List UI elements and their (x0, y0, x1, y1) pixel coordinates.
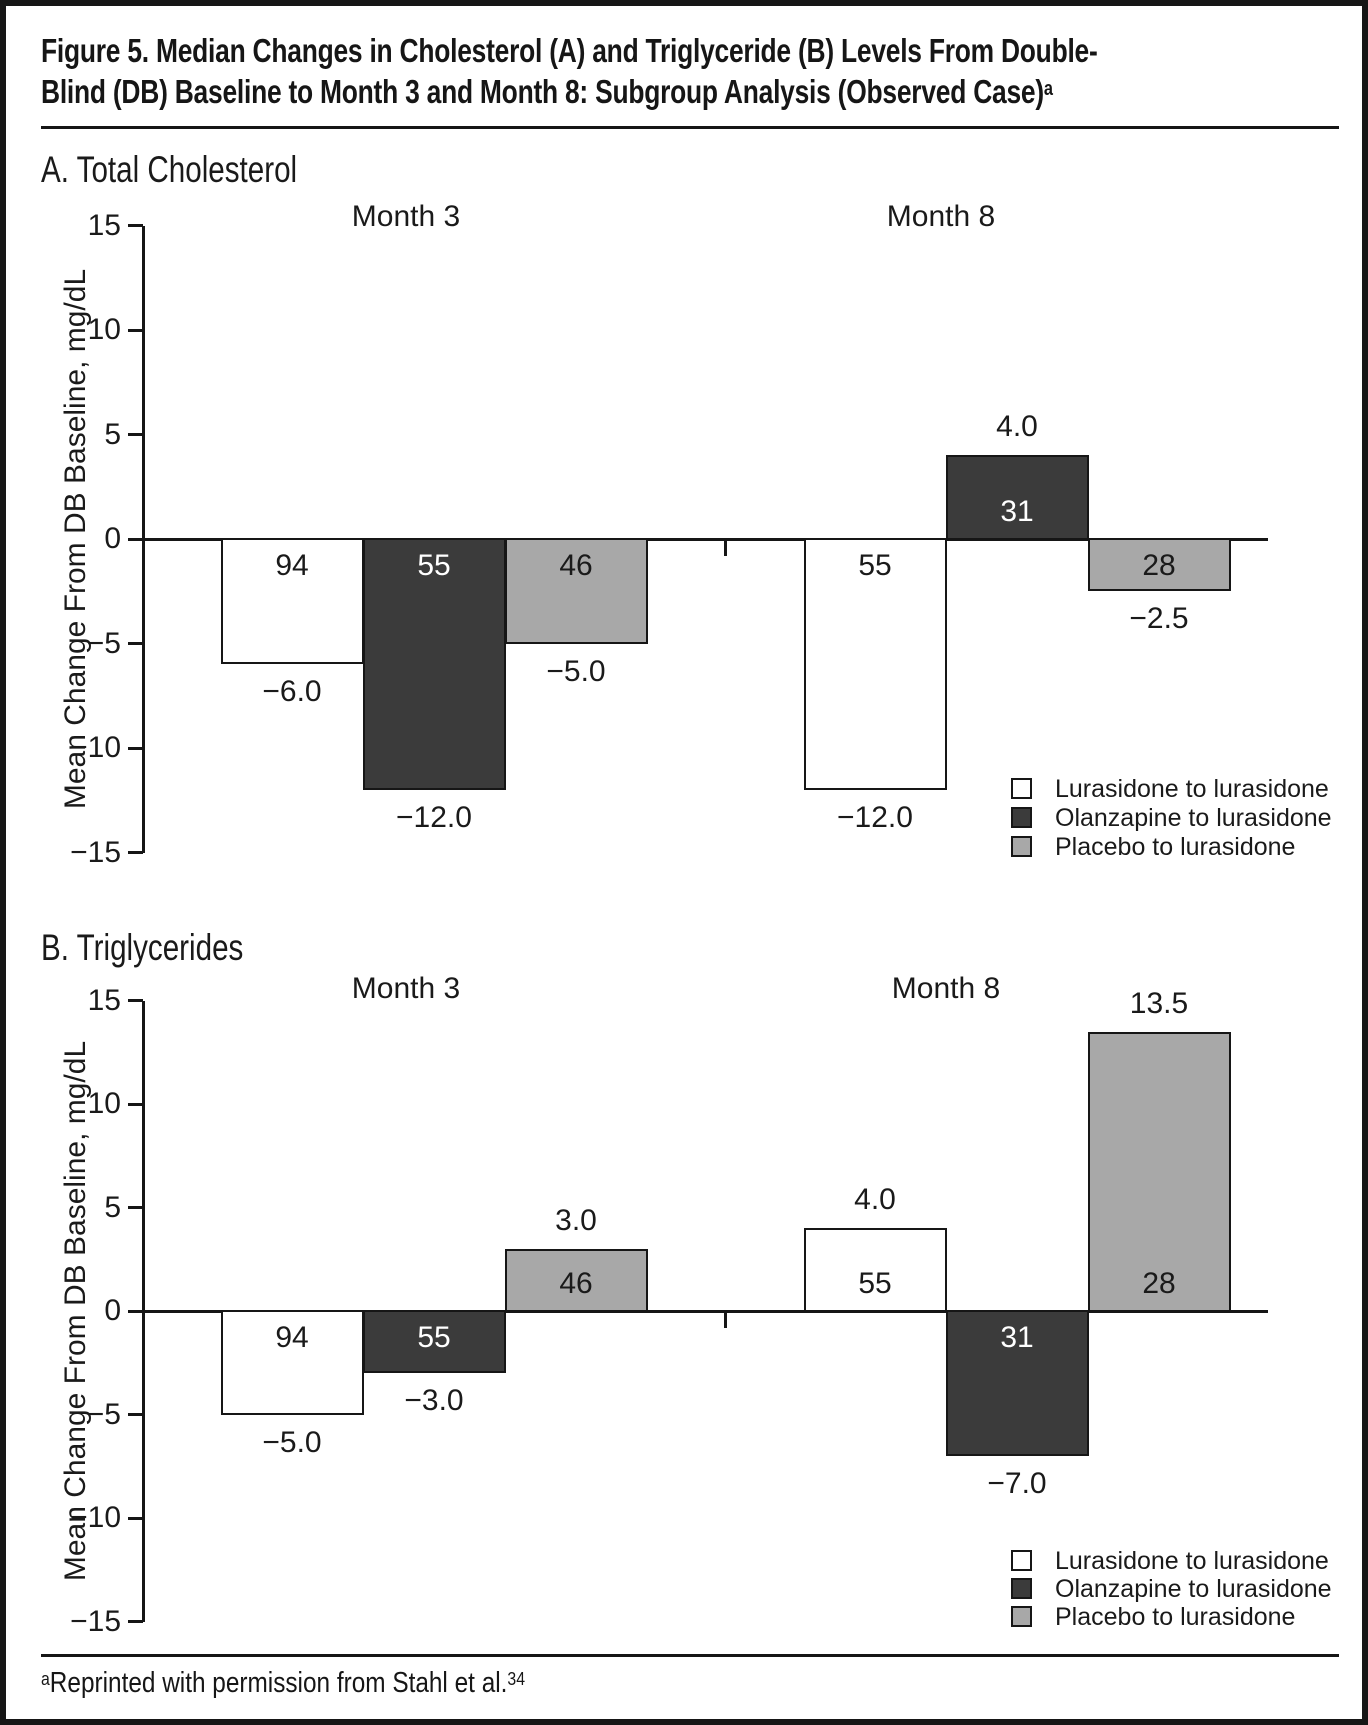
panel-b-heading: B. Triglycerides (41, 927, 244, 968)
y-axis-tick (128, 328, 143, 332)
bar-n-label: 46 (559, 1267, 593, 1300)
legend-swatch-lurasidone-to-lurasidone (1011, 778, 1032, 799)
y-axis-tick (128, 433, 143, 436)
y-axis-tick (128, 642, 143, 645)
y-axis-title: Mean Change From DB Baseline, mg/dL (59, 1040, 92, 1582)
y-axis-tick-label: 0 (104, 522, 121, 555)
figure-title-line1: Figure 5. Median Changes in Cholesterol … (41, 32, 1098, 69)
bar-n-label: 55 (858, 549, 892, 582)
legend-label-placebo-to-lurasidone: Placebo to lurasidone (1055, 833, 1296, 861)
y-axis-tick-label: 5 (104, 417, 121, 451)
bar-value-label: −3.0 (404, 1384, 464, 1418)
x-axis-group-tick (724, 1312, 727, 1328)
bar-n-label: 28 (1142, 1267, 1176, 1300)
bar-month-8-placebo-to-lurasidone (1088, 537, 1231, 592)
figure-title: Figure 5. Median Changes in Cholesterol … (41, 32, 1098, 111)
bar-value-label: −7.0 (987, 1466, 1047, 1500)
footnote-text: Reprinted with permission from Stahl et … (49, 1667, 508, 1699)
y-axis-tick (128, 1309, 143, 1313)
figure-title-superscript: a (1043, 77, 1053, 100)
bar-n-label: 94 (275, 549, 309, 582)
bar-n-label: 31 (1000, 495, 1034, 528)
y-axis-tick-label: −15 (70, 835, 121, 869)
legend-swatch-placebo-to-lurasidone (1011, 836, 1032, 857)
bar-value-label: −12.0 (837, 800, 913, 834)
bar-n-label: 28 (1142, 549, 1176, 582)
bar-month-3-placebo-to-lurasidone (505, 1248, 648, 1313)
bar-value-label: −5.0 (546, 654, 606, 688)
bar-n-label: 55 (858, 1267, 892, 1300)
group-label-month-3: Month 3 (351, 200, 461, 233)
bar-value-label: 4.0 (996, 410, 1038, 444)
legend-label-lurasidone-to-lurasidone: Lurasidone to lurasidone (1055, 1547, 1329, 1575)
group-label-month-3: Month 3 (351, 972, 461, 1005)
y-axis-tick-label: 10 (87, 1087, 121, 1120)
footnote: aReprinted with permission from Stahl et… (41, 1662, 525, 1700)
bar-month-3-olanzapine-to-lurasidone (363, 1309, 506, 1374)
y-axis-tick (128, 1413, 143, 1416)
bar-value-label: 3.0 (555, 1203, 597, 1237)
legend-swatch-placebo-to-lurasidone (1011, 1606, 1032, 1627)
bar-value-label: −6.0 (262, 675, 322, 709)
figure-title-line2: Blind (DB) Baseline to Month 3 and Month… (41, 73, 1044, 110)
bar-value-label: −5.0 (262, 1425, 322, 1459)
y-axis-tick-label: −5 (86, 1397, 121, 1431)
footnote-marker: a (41, 1668, 50, 1689)
x-axis-line (143, 537, 1268, 541)
legend-label-placebo-to-lurasidone: Placebo to lurasidone (1055, 1603, 1296, 1631)
y-axis-tick (128, 1102, 143, 1106)
y-axis-tick-label: 15 (87, 983, 121, 1017)
footnote-ref: 34 (507, 1668, 526, 1689)
y-axis-tick-label: 5 (104, 1190, 121, 1224)
bar-month-8-lurasidone-to-lurasidone (804, 537, 947, 790)
y-axis-tick (128, 1516, 143, 1520)
bar-n-label: 31 (1000, 1321, 1034, 1354)
title-divider (41, 126, 1339, 129)
bar-month-8-lurasidone-to-lurasidone (804, 1228, 947, 1313)
y-axis-tick-label: −15 (70, 1604, 121, 1638)
bar-value-label: 13.5 (1129, 986, 1189, 1020)
y-axis-tick-label: 10 (87, 313, 121, 346)
bar-value-label: 4.0 (854, 1183, 896, 1217)
bar-n-label: 46 (559, 549, 593, 582)
y-axis-tick (128, 746, 143, 750)
legend-swatch-olanzapine-to-lurasidone (1011, 1578, 1032, 1599)
bar-n-label: 94 (275, 1321, 309, 1354)
bar-value-label: −12.0 (396, 800, 472, 834)
legend-label-olanzapine-to-lurasidone: Olanzapine to lurasidone (1055, 1575, 1332, 1603)
legend-swatch-olanzapine-to-lurasidone (1011, 807, 1032, 828)
y-axis-tick (128, 999, 143, 1002)
total-cholesterol-chart: 15 10 5 0 −5 −10 −15 Mean Change From DB Baseli… (6, 6, 1362, 1719)
y-axis-tick-label: −10 (70, 731, 121, 764)
bar-month-8-placebo-to-lurasidone (1088, 1031, 1231, 1313)
y-axis-tick-label: 0 (104, 1294, 121, 1327)
group-label-month-8: Month 8 (886, 200, 996, 233)
x-axis-group-tick (724, 540, 727, 556)
bar-month-3-lurasidone-to-lurasidone (221, 1309, 364, 1415)
bar-month-3-olanzapine-to-lurasidone (363, 537, 506, 790)
bar-month-3-placebo-to-lurasidone (505, 537, 648, 644)
y-axis-tick (128, 224, 143, 227)
triglycerides-chart: 15 10 5 0 −5 −10 −15 Mean Change From DB Baseli… (6, 6, 1362, 1719)
panel-a-heading: A. Total Cholesterol (41, 149, 298, 190)
legend-label-olanzapine-to-lurasidone: Olanzapine to lurasidone (1055, 804, 1332, 832)
bar-month-8-olanzapine-to-lurasidone (946, 455, 1089, 541)
x-axis-line (143, 1309, 1268, 1313)
legend-label-lurasidone-to-lurasidone: Lurasidone to lurasidone (1055, 775, 1329, 803)
footnote-divider (41, 1654, 1339, 1657)
y-axis-tick (128, 851, 143, 854)
y-axis-tick (128, 537, 143, 541)
y-axis-tick-label: −10 (70, 1501, 121, 1534)
bar-n-label: 55 (417, 549, 451, 582)
bar-month-8-olanzapine-to-lurasidone (946, 1309, 1089, 1456)
y-axis-tick-label: −5 (86, 626, 121, 660)
bar-n-label: 55 (417, 1321, 451, 1354)
group-label-month-8: Month 8 (891, 972, 1001, 1005)
y-axis-tick-label: 15 (87, 208, 121, 242)
bar-value-label: −2.5 (1129, 602, 1189, 636)
y-axis-tick (128, 1206, 143, 1209)
legend-swatch-lurasidone-to-lurasidone (1011, 1550, 1032, 1571)
y-axis-tick (128, 1620, 143, 1623)
